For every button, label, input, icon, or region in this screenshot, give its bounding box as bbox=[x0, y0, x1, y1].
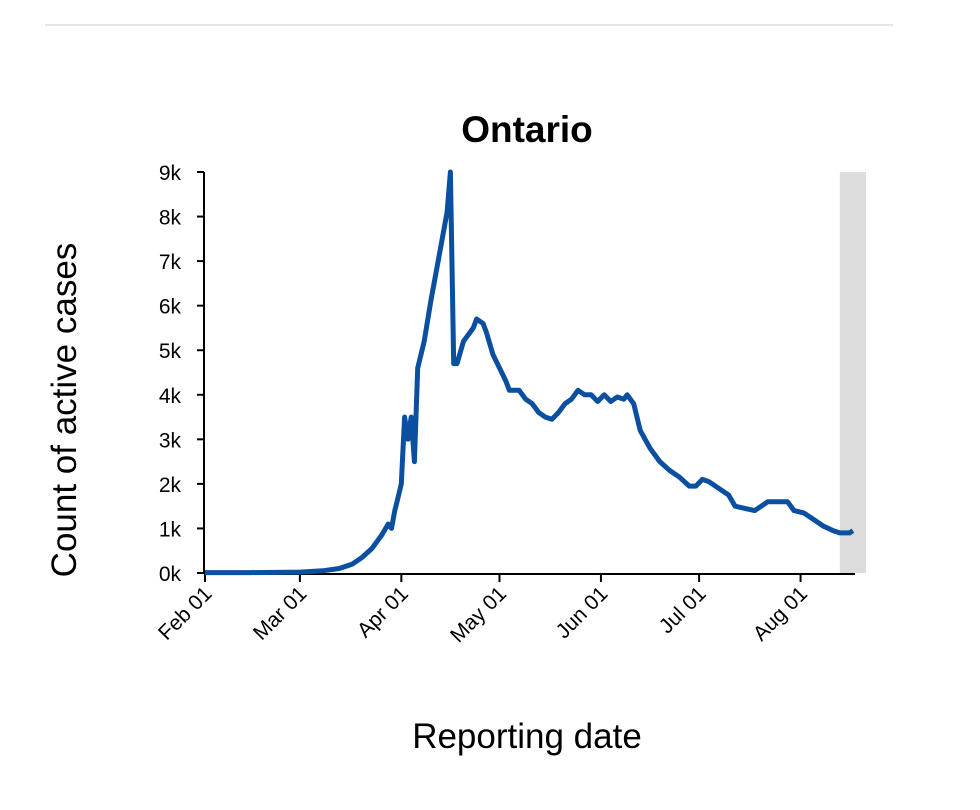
line bbox=[205, 169, 855, 576]
y-tick-label: 5k bbox=[159, 340, 182, 363]
y-tick-label: 7k bbox=[159, 251, 182, 274]
x-tick-label: Aug 01 bbox=[749, 582, 812, 645]
y-tick-label: 6k bbox=[159, 296, 182, 319]
y-tick-label: 8k bbox=[159, 207, 182, 230]
y-tick-label: 2k bbox=[159, 474, 182, 497]
y-tick-label: 1k bbox=[159, 518, 182, 541]
x-tick-label: Feb 01 bbox=[154, 582, 217, 645]
y-tick-label: 0k bbox=[159, 563, 182, 586]
shaded-range bbox=[839, 172, 866, 573]
x-tick-label: May 01 bbox=[446, 582, 511, 647]
x-axis-label: Reporting date bbox=[412, 717, 642, 756]
y-tick-label: 3k bbox=[159, 429, 182, 452]
y-tick-label: 9k bbox=[159, 162, 182, 185]
y-tick-label: 4k bbox=[159, 385, 182, 408]
y-axis-label: Count of active cases bbox=[45, 243, 84, 578]
x-tick-label: Mar 01 bbox=[249, 582, 311, 644]
x-tick-label: Jul 01 bbox=[655, 582, 711, 638]
x-tick-label: Jun 01 bbox=[552, 582, 613, 643]
chart-title: Ontario bbox=[461, 109, 593, 150]
x-tick-label: Apr 01 bbox=[353, 582, 413, 642]
